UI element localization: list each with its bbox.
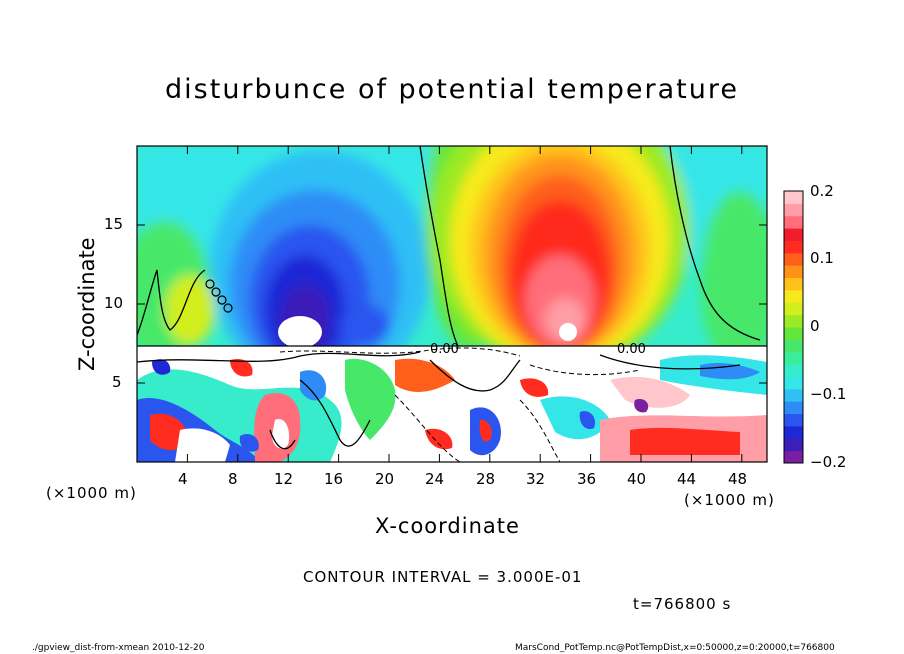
x-axis-label: X-coordinate bbox=[375, 514, 520, 538]
colorbar-swatch bbox=[784, 215, 803, 229]
y-axis-label: Z-coordinate bbox=[75, 237, 99, 371]
y-axis-ticks bbox=[137, 224, 767, 384]
colorbar-tick-label: 0.2 bbox=[810, 182, 834, 200]
colorbar-swatch bbox=[784, 240, 803, 254]
footer-right: MarsCond_PotTemp.nc@PotTempDist,x=0:5000… bbox=[515, 643, 835, 653]
colorbar-swatch bbox=[784, 450, 803, 464]
x-tick-label: 36 bbox=[577, 470, 597, 488]
y-tick-label: 10 bbox=[104, 294, 124, 312]
x-tick-label: 48 bbox=[728, 470, 748, 488]
contour-label: 0.00 bbox=[430, 342, 459, 357]
colorbar-swatch bbox=[784, 425, 803, 439]
x-tick-label: 40 bbox=[627, 470, 647, 488]
x-tick-label: 8 bbox=[228, 470, 238, 488]
colorbar-swatch bbox=[784, 438, 803, 452]
colorbar-swatch bbox=[784, 401, 803, 415]
y-tick-label: 5 bbox=[112, 373, 122, 391]
colorbar bbox=[784, 191, 803, 464]
y-tick-label: 15 bbox=[104, 215, 124, 233]
colorbar-frame bbox=[783, 190, 804, 464]
x-tick-label: 12 bbox=[274, 470, 294, 488]
colorbar-swatch bbox=[784, 289, 803, 303]
colorbar-swatch bbox=[784, 351, 803, 365]
colorbar-swatch bbox=[784, 413, 803, 427]
x-tick-label: 28 bbox=[476, 470, 496, 488]
colorbar-tick-label: −0.1 bbox=[810, 385, 847, 403]
x-tick-label: 20 bbox=[375, 470, 395, 488]
x-tick-label: 16 bbox=[324, 470, 344, 488]
y-unit-label: (×1000 m) bbox=[46, 484, 137, 502]
x-tick-label: 44 bbox=[677, 470, 697, 488]
colorbar-swatch bbox=[784, 376, 803, 390]
x-axis-ticks bbox=[186, 146, 743, 462]
footer-left: ./gpview_dist-from-xmean 2010-12-20 bbox=[32, 643, 205, 653]
colorbar-swatch bbox=[784, 327, 803, 340]
colorbar-swatch bbox=[784, 191, 803, 204]
x-unit-label: (×1000 m) bbox=[684, 491, 775, 509]
colorbar-swatch bbox=[784, 388, 803, 402]
x-tick-label: 24 bbox=[425, 470, 445, 488]
colorbar-swatch bbox=[784, 364, 803, 377]
colorbar-tick-label: −0.2 bbox=[810, 453, 847, 471]
colorbar-tick-label: 0 bbox=[810, 317, 820, 335]
colorbar-swatch bbox=[784, 265, 803, 279]
contour-label: 0.00 bbox=[617, 342, 646, 357]
colorbar-swatch bbox=[784, 203, 803, 217]
x-tick-label: 4 bbox=[178, 470, 188, 488]
colorbar-swatch bbox=[784, 339, 803, 353]
colorbar-swatch bbox=[784, 252, 803, 266]
colorbar-swatch bbox=[784, 228, 803, 241]
x-tick-label: 32 bbox=[526, 470, 546, 488]
heatmap-field bbox=[137, 146, 767, 462]
chart-title: disturbunce of potential temperature bbox=[165, 74, 739, 105]
contour-interval-text: CONTOUR INTERVAL = 3.000E-01 bbox=[303, 568, 583, 586]
time-label: t=766800 s bbox=[633, 595, 732, 613]
colorbar-swatch bbox=[784, 277, 803, 291]
colorbar-swatch bbox=[784, 314, 803, 328]
colorbar-tick-label: 0.1 bbox=[810, 249, 834, 267]
colorbar-swatch bbox=[784, 302, 803, 316]
